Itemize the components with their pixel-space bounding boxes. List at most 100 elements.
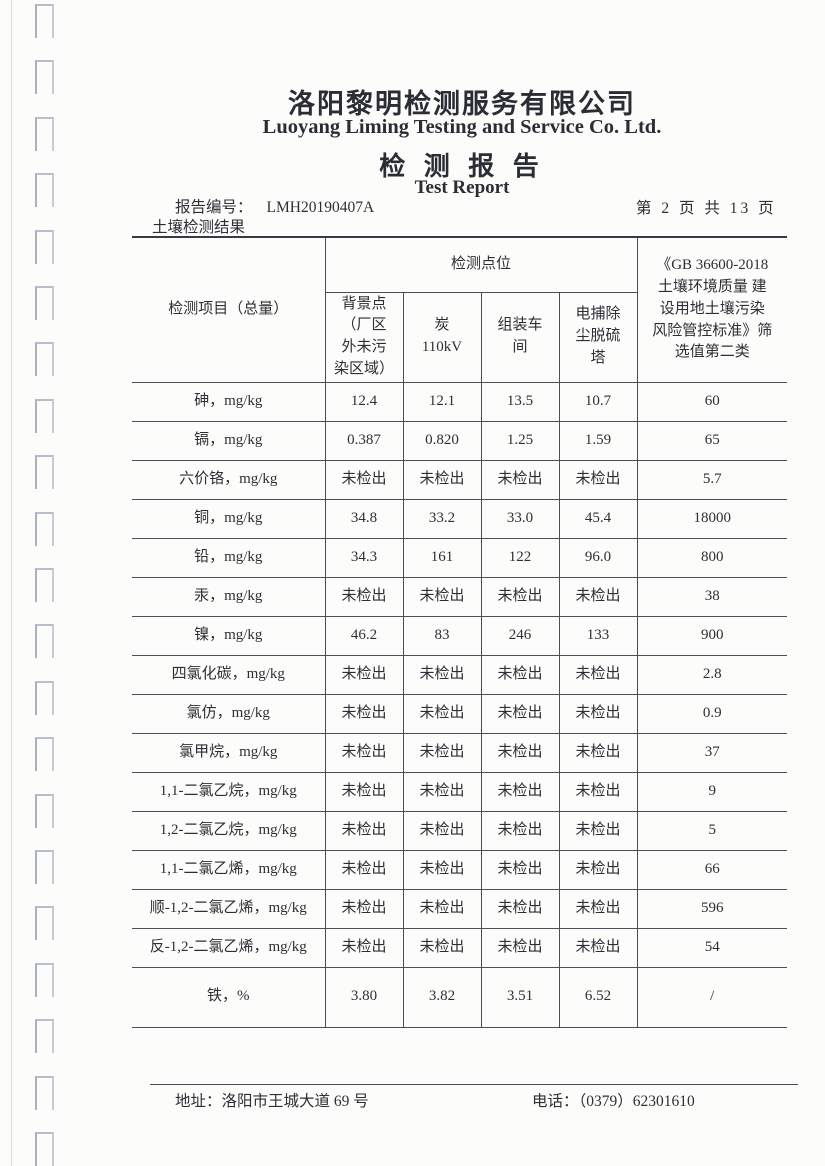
item-cell: 铅，mg/kg: [132, 537, 326, 578]
value-cell: 未检出: [558, 849, 638, 890]
binding-hole: [35, 511, 54, 546]
standard-cell: 66: [636, 849, 788, 890]
standard-cell: /: [636, 966, 788, 1028]
table-row: 铜，mg/kg 34.8 33.2 33.0 45.4 18000: [132, 498, 788, 539]
value-cell: 161: [402, 537, 482, 578]
value-cell: 未检出: [480, 849, 560, 890]
value-cell: 未检出: [324, 771, 404, 812]
column-header-dust-desulfurization-tower: 电捕除 尘脱硫 塔: [558, 291, 638, 383]
page-indicator: 第 2 页 共 13 页: [636, 200, 777, 217]
value-cell: 未检出: [402, 693, 482, 734]
binding-hole: [35, 1019, 54, 1054]
phone-value: （0379）62301610: [578, 1093, 695, 1110]
item-cell: 汞，mg/kg: [132, 576, 326, 617]
item-cell: 铁，%: [132, 966, 326, 1028]
binding-hole: [35, 850, 54, 884]
binding-hole: [35, 173, 54, 208]
table-row: 汞，mg/kg 未检出 未检出 未检出 未检出 38: [132, 576, 788, 617]
standard-cell: 596: [636, 888, 788, 929]
value-cell: 122: [480, 537, 560, 578]
value-cell: 1.59: [558, 420, 638, 461]
address-label: 地址：: [175, 1093, 222, 1110]
standard-cell: 65: [636, 420, 788, 461]
value-cell: 13.5: [480, 381, 560, 422]
value-cell: 33.2: [402, 498, 482, 539]
column-header-carbon-110kv: 炭 110kV: [402, 291, 482, 383]
standard-cell: 900: [636, 615, 788, 656]
item-cell: 四氯化碳，mg/kg: [132, 654, 326, 695]
table-row: 铁，% 3.80 3.82 3.51 6.52/: [132, 966, 788, 1028]
header-row-points: 背景点 （厂区 外未污 染区域） 炭 110kV 组装车 间 电捕除 尘脱硫 塔: [132, 291, 787, 383]
table-row: 四氯化碳，mg/kg 未检出 未检出 未检出 未检出 2.8: [132, 654, 788, 695]
value-cell: 未检出: [480, 810, 560, 851]
value-cell: 6.52: [558, 966, 638, 1028]
table-row: 六价铬，mg/kg 未检出 未检出 未检出 未检出 5.7: [132, 459, 788, 500]
value-cell: 未检出: [402, 576, 482, 617]
value-cell: 未检出: [402, 459, 482, 500]
table-row: 1,1-二氯乙烯，mg/kg 未检出 未检出 未检出 未检出 66: [132, 849, 788, 890]
item-cell: 氯仿，mg/kg: [132, 693, 326, 734]
value-cell: 未检出: [402, 732, 482, 773]
page-content: 洛阳黎明检测服务有限公司 Luoyang Liming Testing and …: [132, 0, 798, 1166]
value-cell: 未检出: [402, 654, 482, 695]
binding-hole: [35, 4, 54, 38]
item-cell: 氯甲烷，mg/kg: [132, 732, 326, 773]
value-cell: 未检出: [324, 810, 404, 851]
item-cell: 镍，mg/kg: [132, 615, 326, 656]
value-cell: 未检出: [324, 732, 404, 773]
value-cell: 未检出: [480, 927, 560, 968]
item-cell: 铜，mg/kg: [132, 498, 326, 539]
report-title-cn: 检 测 报 告: [379, 152, 545, 181]
value-cell: 未检出: [558, 693, 638, 734]
value-cell: 33.0: [480, 498, 560, 539]
footer-phone: 电话：（0379）62301610: [532, 1089, 695, 1111]
column-header-item: 检测项目（总量）: [132, 238, 326, 383]
value-cell: 未检出: [402, 849, 482, 890]
value-cell: 12.4: [324, 381, 404, 422]
value-cell: 34.3: [324, 537, 404, 578]
value-cell: 未检出: [558, 576, 638, 617]
value-cell: 0.820: [402, 420, 482, 461]
value-cell: 未检出: [402, 888, 482, 929]
value-cell: 未检出: [324, 888, 404, 929]
binding-hole: [35, 229, 54, 264]
value-cell: 未检出: [480, 576, 560, 617]
binding-hole: [35, 398, 54, 433]
standard-cell: 18000: [636, 498, 788, 539]
table-row: 镍，mg/kg 46.2 83 246 133 900: [132, 615, 788, 656]
binding-hole: [35, 737, 54, 772]
standard-cell: 9: [636, 771, 788, 812]
binding-hole: [35, 793, 54, 828]
value-cell: 未检出: [480, 732, 560, 773]
report-number-label: 报告编号：: [175, 199, 253, 216]
value-cell: 246: [480, 615, 560, 656]
footer-address: 地址：洛阳市王城大道 69 号: [175, 1089, 369, 1111]
table-row: 氯仿，mg/kg 未检出 未检出 未检出 未检出 0.9: [132, 693, 788, 734]
paper-edge-line: [11, 0, 12, 1166]
value-cell: 未检出: [480, 771, 560, 812]
column-header-assembly-shop: 组装车 间: [480, 291, 560, 383]
binding-hole: [35, 680, 54, 715]
value-cell: 3.51: [480, 966, 560, 1028]
column-header-points-group: 检测点位: [324, 238, 638, 293]
report-number-value: LMH20190407A: [266, 199, 375, 216]
header-row-top: 检测项目（总量） 检测点位 《GB 36600-2018 土壤环境质量 建 设用…: [132, 238, 788, 383]
binding-hole: [35, 342, 54, 377]
company-name-cn: 洛阳黎明检测服务有限公司: [288, 89, 636, 119]
standard-cell: 2.8: [636, 654, 788, 695]
table-row: 氯甲烷，mg/kg 未检出 未检出 未检出 未检出 37: [132, 732, 788, 773]
item-cell: 砷，mg/kg: [132, 381, 326, 422]
company-name-en: Luoyang Liming Testing and Service Co. L…: [262, 116, 662, 138]
standard-cell: 5: [636, 810, 788, 851]
report-number: 报告编号： LMH20190407A: [175, 195, 374, 217]
value-cell: 未检出: [558, 732, 638, 773]
standard-cell: 0.9: [636, 693, 788, 734]
value-cell: 10.7: [558, 381, 638, 422]
standard-cell: 37: [636, 732, 788, 773]
binding-hole: [35, 1132, 54, 1166]
table-row: 砷，mg/kg 12.4 12.1 13.5 10.7 60: [132, 381, 788, 422]
value-cell: 未检出: [324, 849, 404, 890]
table-row: 反-1,2-二氯乙烯，mg/kg 未检出 未检出 未检出 未检出 54: [132, 927, 788, 968]
binding-hole: [35, 906, 54, 941]
item-cell: 1,2-二氯乙烷，mg/kg: [132, 810, 326, 851]
